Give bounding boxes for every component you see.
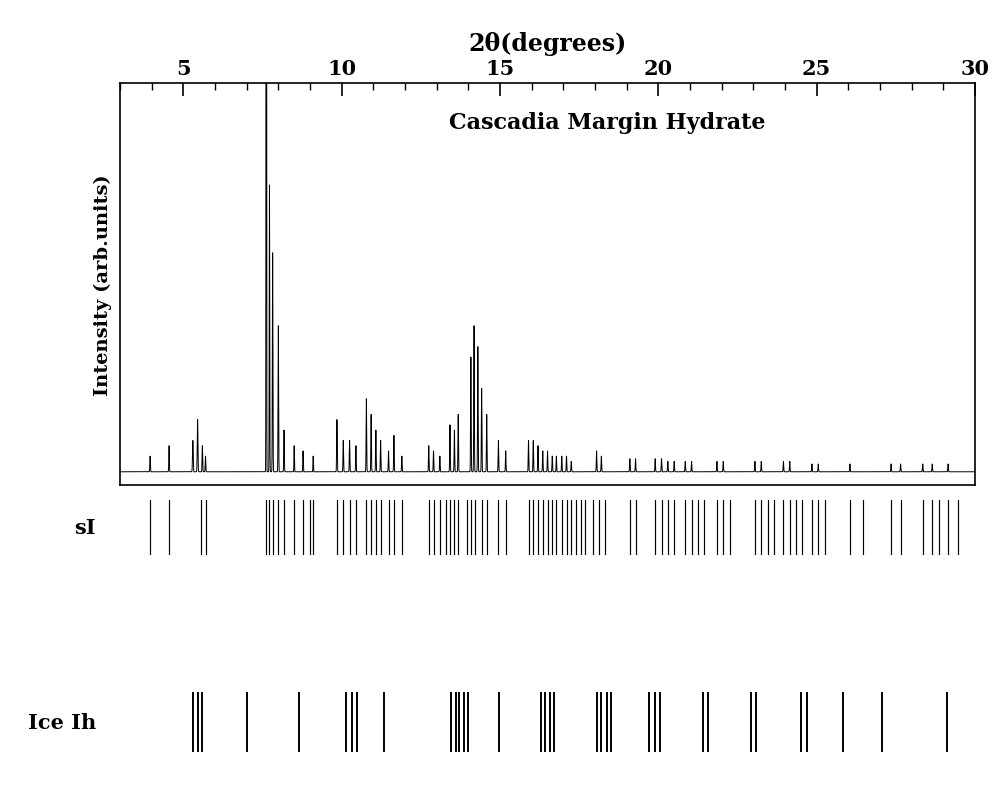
Text: Cascadia Margin Hydrate: Cascadia Margin Hydrate [449,112,766,134]
Y-axis label: Intensity (arb.units): Intensity (arb.units) [93,174,112,395]
Text: sI: sI [74,517,96,537]
X-axis label: 2θ(degrees): 2θ(degrees) [468,32,627,56]
Text: Ice Ih: Ice Ih [28,712,96,731]
